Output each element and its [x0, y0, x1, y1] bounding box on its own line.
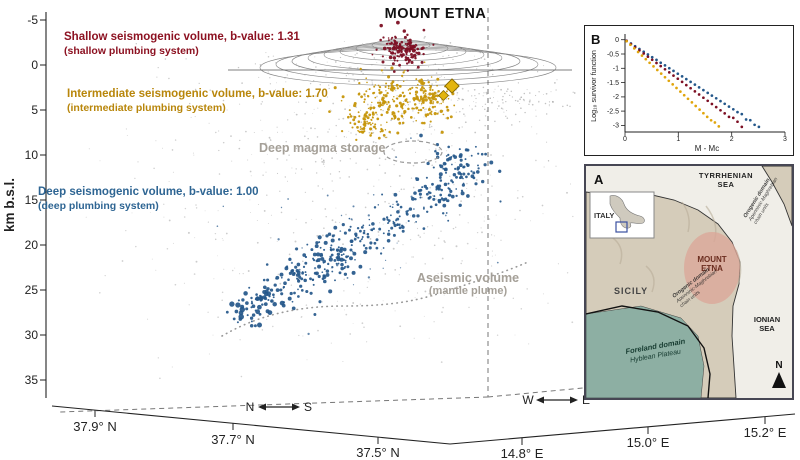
y-tick-label: 30 — [25, 328, 39, 342]
annotation-deep-volume: Deep seismogenic volume, b-value: 1.00 (… — [38, 185, 259, 214]
annotation-intermediate-volume: Intermediate seismogenic volume, b-value… — [67, 87, 328, 116]
inset-b-survivor-plot: B 0 -0.5 -1 -1.5 -2 -2.5 -3 — [584, 25, 794, 156]
ns-label-n: N — [246, 400, 255, 414]
italy-outline — [609, 195, 645, 229]
annotation-line: (intermediate plumbing system) — [67, 101, 226, 114]
italy-label: ITALY — [594, 211, 614, 220]
inset-a-panel-label: A — [594, 172, 604, 187]
calabria-landmass — [761, 165, 793, 227]
study-area-box — [615, 221, 628, 233]
y-tick-label: 25 — [25, 283, 39, 297]
lon-tick-label: 14.8° E — [501, 446, 544, 460]
axis-ticks — [40, 19, 766, 445]
svg-text:-1.5: -1.5 — [607, 80, 619, 87]
ionian-label: SEA — [759, 324, 775, 333]
annotation-line: Intermediate seismogenic volume, b-value… — [67, 88, 328, 100]
sicily-label: SICILY — [614, 286, 648, 296]
ns-direction-arrow: N S — [246, 400, 312, 414]
svg-text:1: 1 — [676, 136, 680, 143]
y-tick-label: 10 — [25, 148, 39, 162]
magma-storage-ellipse — [383, 140, 443, 164]
lat-tick-label: 37.5° N — [356, 445, 400, 460]
inset-b-ytick-labels: 0 -0.5 -1 -1.5 -2 -2.5 -3 — [607, 37, 619, 130]
inset-b-ylabel: Log₁₀ survivor function — [589, 50, 598, 122]
we-label-e: E — [582, 393, 590, 407]
axis-lines — [45, 12, 796, 445]
lon-tick-label: 15.0° E — [627, 435, 670, 450]
y-tick-label: 15 — [25, 193, 39, 207]
y-tick-label: 20 — [25, 238, 39, 252]
aseismic-boundary — [221, 261, 529, 337]
inset-b-panel-label: B — [591, 32, 600, 47]
x-tick-labels: 37.9° N 37.7° N 37.5° N 14.8° E 15.0° E … — [73, 419, 786, 460]
y-axis-label: km b.s.l. — [2, 178, 17, 232]
etna-label: ETNA — [701, 264, 723, 273]
tyrrhenian-label: TYRRHENIAN — [699, 171, 753, 180]
annotation-line: Aseismic volume — [416, 271, 520, 285]
inset-b-xlabel: M - Mc — [695, 144, 719, 153]
north-arrow: N — [772, 360, 786, 388]
annotation-line: Shallow seismogenic volume, b-value: 1.3… — [64, 31, 300, 43]
inset-b-data-points — [625, 39, 761, 129]
annotation-magma-storage: Deep magma storage — [259, 141, 386, 155]
inset-a-svg: ITALY A TYRRHENIAN SEA SICILY MOUNT ETNA… — [585, 165, 793, 399]
svg-text:0: 0 — [615, 37, 619, 44]
annotation-line: (mantle plume) — [428, 285, 508, 297]
y-tick-label: 35 — [25, 373, 39, 387]
etna-edifice-region — [684, 232, 740, 304]
annotation-line: (shallow plumbing system) — [64, 44, 199, 57]
ns-label-s: S — [304, 400, 312, 414]
svg-text:2: 2 — [730, 136, 734, 143]
y-tick-label: -5 — [27, 13, 38, 27]
inset-b-ticks — [621, 39, 786, 136]
inset-b-svg: B 0 -0.5 -1 -1.5 -2 -2.5 -3 — [589, 32, 787, 153]
lon-tick-label: 15.2° E — [744, 425, 787, 440]
annotation-line: Deep seismogenic volume, b-value: 1.00 — [38, 186, 259, 198]
svg-text:-2.5: -2.5 — [607, 108, 619, 115]
y-tick-label: 0 — [31, 58, 38, 72]
lat-tick-label: 37.7° N — [211, 432, 255, 447]
we-direction-arrow: W E — [522, 393, 590, 407]
svg-text:N: N — [775, 360, 782, 371]
annotation-aseismic-volume: Aseismic volume (mantle plume) — [406, 271, 530, 297]
svg-text:0: 0 — [623, 136, 627, 143]
scatter-layer — [69, 14, 576, 380]
inset-b-xtick-labels: 0 1 2 3 — [623, 136, 787, 143]
figure-title: MOUNT ETNA — [384, 6, 487, 22]
diamond-marker — [437, 78, 460, 102]
ionian-label: IONIAN — [754, 315, 780, 324]
thrust-front-line — [585, 305, 711, 399]
inset-a-labels: TYRRHENIAN SEA SICILY MOUNT ETNA IONIAN … — [614, 171, 780, 333]
annotation-shallow-volume: Shallow seismogenic volume, b-value: 1.3… — [64, 30, 300, 59]
svg-text:3: 3 — [783, 136, 787, 143]
inset-b-axes — [624, 34, 785, 133]
svg-text:-1: -1 — [613, 66, 619, 73]
svg-text:-3: -3 — [613, 123, 619, 130]
y-tick-label: 5 — [31, 103, 38, 117]
annotation-line: (deep plumbing system) — [38, 199, 159, 212]
svg-text:-2: -2 — [613, 94, 619, 101]
we-label-w: W — [522, 393, 534, 407]
italy-inset-map: ITALY — [589, 191, 655, 239]
svg-text:-0.5: -0.5 — [607, 51, 619, 58]
inset-a-location-map: ITALY A TYRRHENIAN SEA SICILY MOUNT ETNA… — [584, 164, 794, 400]
tyrrhenian-label: SEA — [718, 180, 735, 189]
lat-tick-label: 37.9° N — [73, 419, 117, 434]
etna-label: MOUNT — [697, 255, 726, 264]
y-tick-labels: -5 0 5 10 15 20 25 30 35 — [25, 13, 39, 387]
